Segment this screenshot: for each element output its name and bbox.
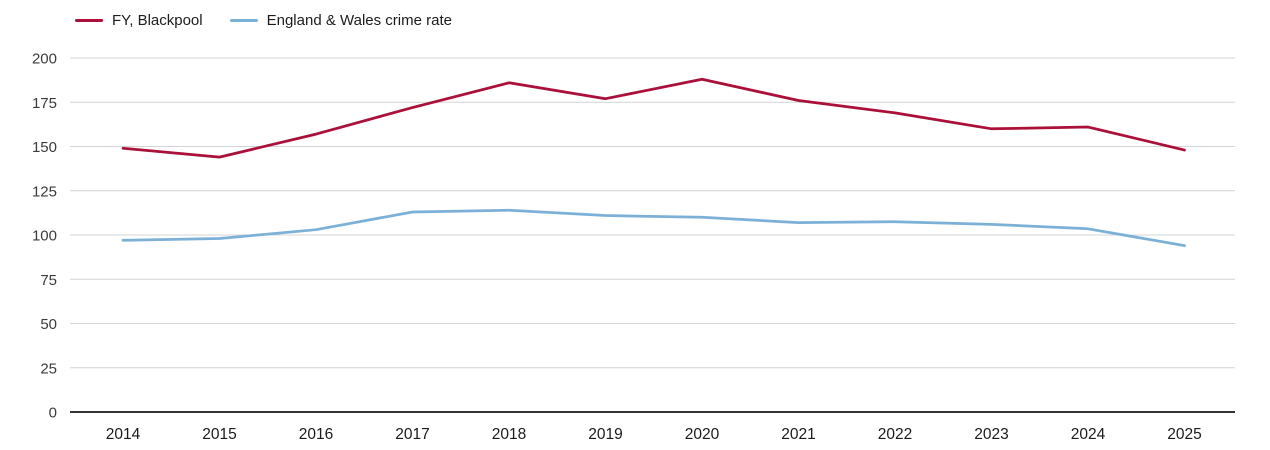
legend-label: FY, Blackpool: [112, 12, 203, 29]
x-tick-label: 2018: [492, 426, 526, 443]
legend-item-england-wales[interactable]: England & Wales crime rate: [229, 12, 452, 29]
legend-item-fy-blackpool[interactable]: FY, Blackpool: [75, 13, 203, 28]
y-tick-label: 100: [32, 228, 57, 245]
legend-label: England & Wales crime rate: [266, 12, 452, 29]
x-tick-label: 2022: [878, 426, 912, 443]
x-tick-label: 2019: [588, 426, 622, 443]
y-tick-label: 75: [40, 272, 57, 289]
legend-line-swatch: [75, 19, 103, 22]
legend-line-swatch: [229, 19, 258, 22]
series-line-0: [121, 77, 1186, 159]
x-tick-label: 2023: [974, 426, 1008, 443]
y-tick-label: 150: [32, 139, 57, 156]
series-line-1: [121, 208, 1186, 247]
y-tick-label: 200: [32, 51, 57, 68]
y-tick-label: 25: [40, 360, 57, 377]
y-tick-label: 50: [40, 316, 57, 333]
x-tick-label: 2015: [202, 426, 236, 443]
x-tick-label: 2014: [106, 426, 141, 443]
x-tick-label: 2021: [781, 426, 815, 443]
chart-legend: FY, Blackpool England & Wales crime rate: [75, 13, 452, 28]
x-tick-label: 2024: [1071, 426, 1106, 443]
x-tick-label: 2016: [299, 426, 333, 443]
x-tick-label: 2025: [1167, 426, 1201, 443]
y-tick-label: 125: [32, 183, 57, 200]
x-tick-label: 2020: [685, 426, 720, 443]
y-tick-label: 0: [49, 405, 57, 422]
x-tick-label: 2017: [395, 426, 429, 443]
y-tick-label: 175: [32, 95, 57, 112]
